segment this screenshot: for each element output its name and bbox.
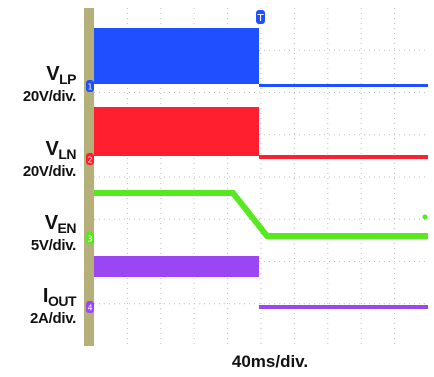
channel-markers: 1 2 3 4	[86, 80, 94, 313]
i-out-name: IOUT	[42, 285, 77, 309]
i-out-trace-off	[259, 305, 428, 309]
channel-marker-v_lp	[86, 80, 94, 92]
channel-marker-text-i_out: 4	[87, 304, 92, 313]
i-out-label: IOUT 2A/div.	[10, 286, 76, 327]
waveform-traces	[94, 28, 428, 309]
v-lp-scale: 20V/div.	[22, 88, 76, 105]
v-ln-label: VLN 20V/div.	[10, 138, 77, 180]
channel-marker-text-v_ln: 2	[87, 156, 92, 165]
channel-marker-text-v_en: 3	[87, 235, 92, 244]
v-en-scale: 5V/div.	[30, 237, 76, 254]
channel-marker-i_out	[86, 301, 94, 313]
v-en-trace	[94, 190, 428, 239]
v-ln-trace-active	[94, 107, 259, 156]
channel-marker-text-v_lp: 1	[87, 83, 92, 92]
v-lp-trace-off	[259, 84, 428, 87]
channel-marker-v_en	[86, 232, 94, 244]
i-out-trace-active	[94, 256, 259, 277]
i-out-scale: 2A/div.	[30, 310, 76, 327]
trigger-marker: T	[256, 10, 265, 24]
v-ln-trace-off	[259, 155, 428, 159]
v-ln-scale: 20V/div.	[22, 163, 76, 180]
trigger-marker-box	[256, 10, 265, 24]
time-scale-label: 40ms/div.	[231, 352, 309, 371]
trigger-marker-text: T	[256, 13, 264, 24]
channel-marker-v_ln	[86, 153, 94, 165]
v-en-name: VEN	[44, 212, 77, 236]
v-lp-trace-active	[94, 28, 259, 84]
v-ln-name: VLN	[45, 138, 76, 162]
v-lp-name: VLP	[46, 63, 76, 87]
v-en-label: VEN 5V/div.	[10, 212, 77, 254]
left-frame-bar	[84, 8, 94, 346]
v-lp-label: VLP 20V/div.	[10, 63, 77, 105]
v-en-offscreen-marker	[422, 214, 428, 220]
